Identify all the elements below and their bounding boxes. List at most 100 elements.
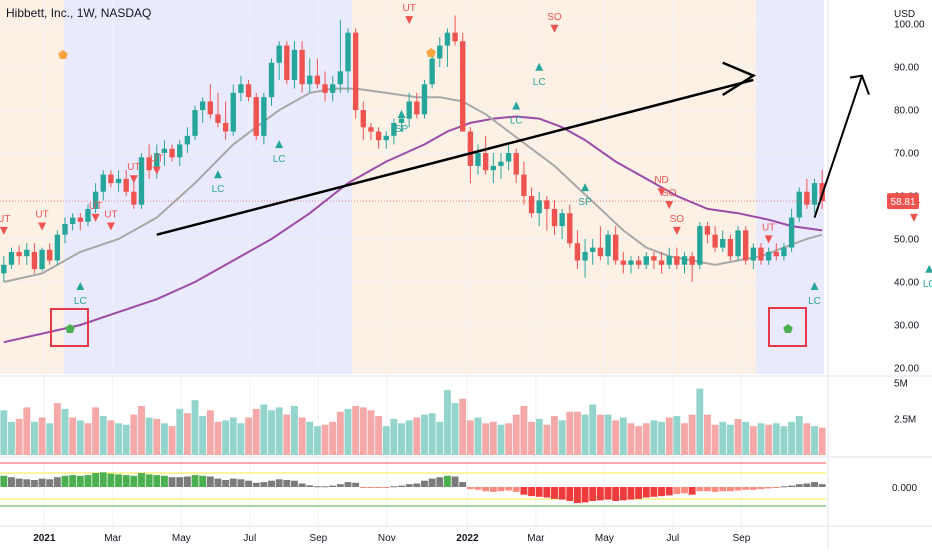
oscillator-bar xyxy=(780,486,788,488)
candle-body xyxy=(590,247,596,252)
volume-bar xyxy=(803,423,811,455)
oscillator-bar xyxy=(0,475,8,487)
oscillator-bar xyxy=(482,487,490,492)
signal-down-triangle-icon xyxy=(657,188,666,197)
candle-body xyxy=(222,122,229,132)
volume-bar xyxy=(573,411,581,455)
candle xyxy=(727,234,734,261)
candle-body xyxy=(505,153,512,162)
price-tick-label: 30.00 xyxy=(894,320,919,331)
candle-body xyxy=(1,264,7,274)
candle-body xyxy=(54,234,61,261)
volume-bar xyxy=(780,426,788,455)
highlight-box xyxy=(50,308,89,347)
candle xyxy=(383,131,389,149)
oscillator-bar xyxy=(130,475,138,487)
volume-bar xyxy=(206,410,214,455)
candle xyxy=(697,221,703,270)
volume-bar xyxy=(222,420,230,455)
volume-bar xyxy=(505,423,513,455)
oscillator-bar xyxy=(8,477,15,487)
volume-bar xyxy=(214,421,222,455)
volume-bar xyxy=(681,423,688,455)
candle-body xyxy=(429,58,435,85)
highlight-box xyxy=(768,307,807,347)
oscillator-bar xyxy=(619,487,627,501)
candle xyxy=(199,97,206,123)
volume-bar xyxy=(237,423,245,455)
candle xyxy=(513,148,519,184)
volume-bar xyxy=(482,423,490,455)
candle-body xyxy=(544,200,550,209)
volume-bar xyxy=(160,423,168,455)
signal-label: UT xyxy=(150,154,163,165)
candle-body xyxy=(330,84,336,93)
volume-bar xyxy=(642,423,650,455)
oscillator-bar xyxy=(451,476,459,487)
signal-label: SO xyxy=(670,214,685,225)
oscillator-bar xyxy=(206,476,214,487)
oscillator-bar xyxy=(398,485,405,487)
candle xyxy=(796,187,802,222)
oscillator-bar xyxy=(138,473,145,487)
oscillator-bar xyxy=(382,487,390,488)
candle-body xyxy=(115,178,122,184)
oscillator-bar xyxy=(489,487,497,492)
candle-body xyxy=(169,148,175,158)
candle xyxy=(16,245,22,265)
volume-bar xyxy=(558,420,566,455)
candle xyxy=(215,92,221,128)
oscillator-bar xyxy=(321,486,329,488)
candle xyxy=(781,243,787,261)
candle xyxy=(375,127,382,149)
oscillator-bar xyxy=(283,480,291,487)
candle-body xyxy=(108,174,114,184)
oscillator-bar xyxy=(344,482,352,487)
price-axis: USD20.0030.0040.0050.0060.0070.0080.0090… xyxy=(894,9,925,374)
oscillator-bar xyxy=(405,484,413,487)
oscillator-bar xyxy=(650,487,658,497)
candle-body xyxy=(414,101,420,115)
candle-body xyxy=(131,191,137,205)
volume-bar xyxy=(535,418,543,455)
candle xyxy=(146,144,152,179)
candle xyxy=(674,247,680,270)
volume-bar xyxy=(421,414,428,455)
candle-body xyxy=(123,178,129,192)
volume-bar xyxy=(291,405,298,455)
volume-bar xyxy=(589,404,597,455)
signal-marker: UT xyxy=(127,162,141,184)
signal-down-triangle-icon xyxy=(665,201,674,210)
oscillator-bar xyxy=(696,487,704,492)
volume-bar xyxy=(650,420,658,455)
volume-bar xyxy=(520,405,528,455)
candle-body xyxy=(146,157,152,171)
oscillator-bar xyxy=(336,484,344,487)
candle-body xyxy=(383,135,389,141)
volume-bar xyxy=(176,408,184,455)
oscillator-bar xyxy=(520,487,528,495)
signal-marker: UT xyxy=(35,210,49,231)
candle-body xyxy=(47,249,53,261)
oscillator-bar xyxy=(69,475,77,487)
oscillator-bar xyxy=(46,479,54,487)
oscillator-bar xyxy=(459,482,467,487)
oscillator-bar xyxy=(612,487,620,501)
oscillator-bar xyxy=(237,479,245,487)
candle-body xyxy=(574,243,581,261)
candle xyxy=(429,54,435,89)
volume-bar xyxy=(99,416,107,455)
oscillator-bar xyxy=(443,475,451,487)
signal-marker: LC xyxy=(923,264,932,290)
volume-bar xyxy=(405,420,413,455)
oscillator-bar xyxy=(176,477,184,487)
candle-body xyxy=(475,153,481,166)
volume-bar xyxy=(306,421,314,455)
volume-bar xyxy=(788,421,796,455)
candle-body xyxy=(184,135,191,145)
volume-bar xyxy=(436,421,444,455)
candle-body xyxy=(804,191,810,205)
oscillator-bar xyxy=(436,477,444,487)
candle xyxy=(161,140,168,166)
